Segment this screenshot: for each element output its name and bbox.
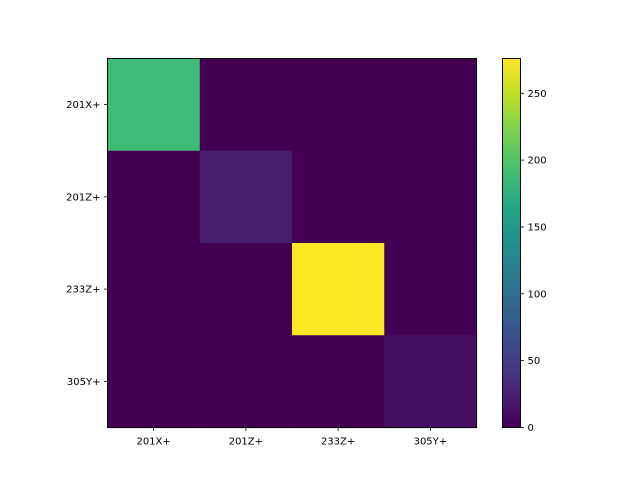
heatmap-cell xyxy=(384,58,478,152)
heatmap-cell xyxy=(107,150,201,244)
heatmap-cell xyxy=(292,243,385,336)
colorbar-tick-label: 150 xyxy=(528,222,547,233)
x-tick-label: 305Y+ xyxy=(414,437,448,448)
heatmap-cell xyxy=(107,243,201,336)
heatmap-cell xyxy=(199,335,293,429)
heatmap-cell xyxy=(292,335,385,429)
x-tick-label: 233Z+ xyxy=(321,437,355,448)
colorbar xyxy=(502,58,521,428)
y-tick-label: 305Y+ xyxy=(67,377,101,388)
heatmap-cell xyxy=(107,335,201,429)
heatmap-cell xyxy=(107,58,201,152)
y-tick-label: 201X+ xyxy=(66,100,100,111)
heatmap-cell xyxy=(292,58,385,152)
x-axis: 201X+ 201Z+ 233Z+ 305Y+ xyxy=(136,427,448,448)
x-tick-label: 201Z+ xyxy=(229,437,263,448)
heatmap-cell xyxy=(199,58,293,152)
heatmap-cell xyxy=(199,150,293,244)
y-tick-label: 233Z+ xyxy=(66,285,100,296)
heatmap-cell xyxy=(199,243,293,336)
heatmap-cell xyxy=(384,150,478,244)
colorbar-tick-label: 50 xyxy=(528,356,541,367)
x-tick-label: 201X+ xyxy=(136,437,170,448)
heatmap-cell xyxy=(292,150,385,244)
colorbar-axis: 0 50 100 150 200 250 xyxy=(520,89,547,434)
heatmap-cells xyxy=(107,58,478,429)
y-tick-label: 201Z+ xyxy=(66,192,100,203)
y-axis: 201X+ 201Z+ 233Z+ 305Y+ xyxy=(66,100,108,388)
plot-frame xyxy=(107,58,477,428)
heatmap-cell xyxy=(384,243,478,336)
colorbar-tick-label: 100 xyxy=(528,289,547,300)
colorbar-tick-label: 0 xyxy=(528,423,534,434)
colorbar-tick-label: 250 xyxy=(528,89,547,100)
colorbar-tick-label: 200 xyxy=(528,156,547,167)
heatmap-cell xyxy=(384,335,478,429)
